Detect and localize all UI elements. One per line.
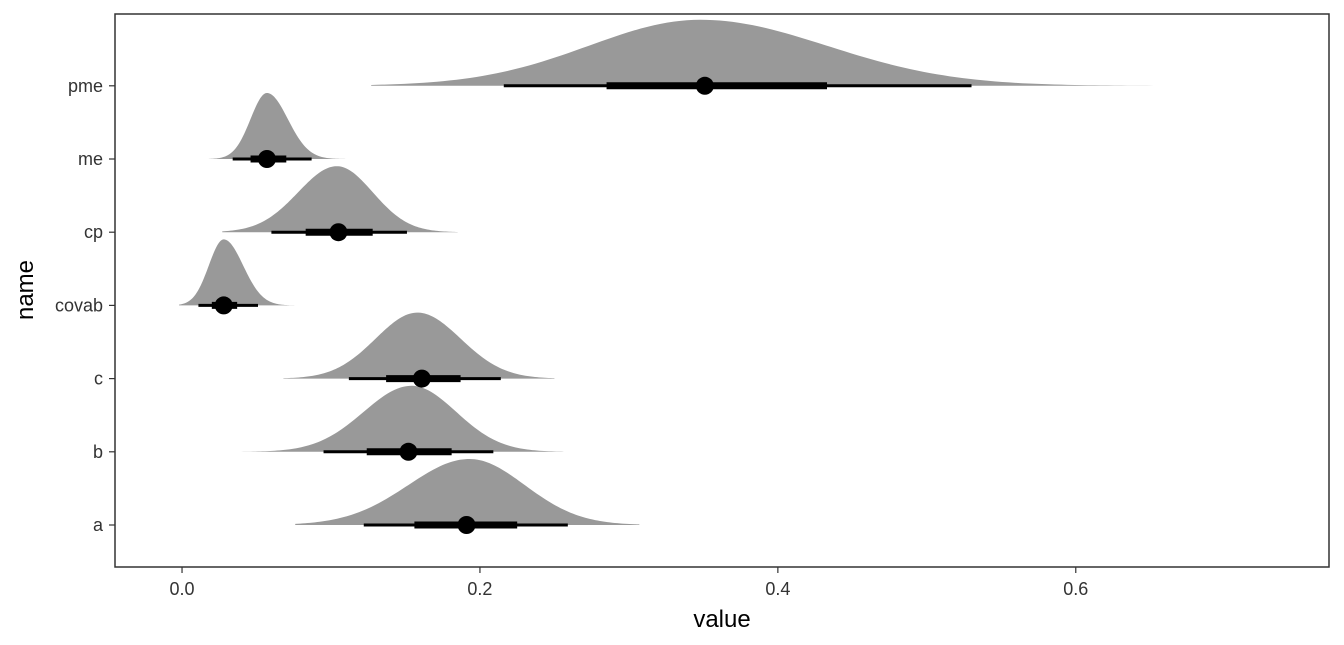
point-a [457, 516, 476, 534]
y-tick-label-cp: cp [84, 222, 103, 242]
y-tick-label-b: b [93, 442, 103, 462]
y-tick-label-a: a [93, 515, 104, 535]
point-me [257, 150, 276, 168]
x-tick-label-0: 0.0 [170, 579, 195, 599]
density-layer [179, 19, 1292, 525]
density-c [283, 312, 555, 379]
y-axis: a b c covab cp me pme [55, 76, 115, 535]
y-tick-label-covab: covab [55, 295, 103, 315]
point-c [412, 369, 431, 388]
y-tick-label-c: c [94, 369, 103, 389]
density-me [208, 93, 385, 159]
panel-border [114, 13, 1330, 568]
x-tick-label-2: 0.4 [765, 579, 790, 599]
y-tick-label-pme: pme [68, 76, 103, 96]
y-axis-title: name [12, 260, 39, 320]
point-pme [695, 76, 714, 95]
density-covab [179, 239, 306, 306]
y-tick-label-me: me [78, 149, 103, 169]
point-cp [329, 223, 348, 242]
density-b [226, 385, 564, 452]
interval-layer [198, 76, 972, 534]
density-pme [371, 19, 1292, 86]
point-covab [214, 296, 233, 315]
x-axis-title: value [693, 606, 750, 633]
x-tick-label-3: 0.6 [1063, 579, 1088, 599]
density-a [295, 459, 640, 525]
x-tick-label-1: 0.2 [467, 579, 492, 599]
density-cp [222, 166, 458, 233]
x-axis: 0.0 0.2 0.4 0.6 [170, 567, 1088, 599]
point-b [399, 442, 418, 461]
